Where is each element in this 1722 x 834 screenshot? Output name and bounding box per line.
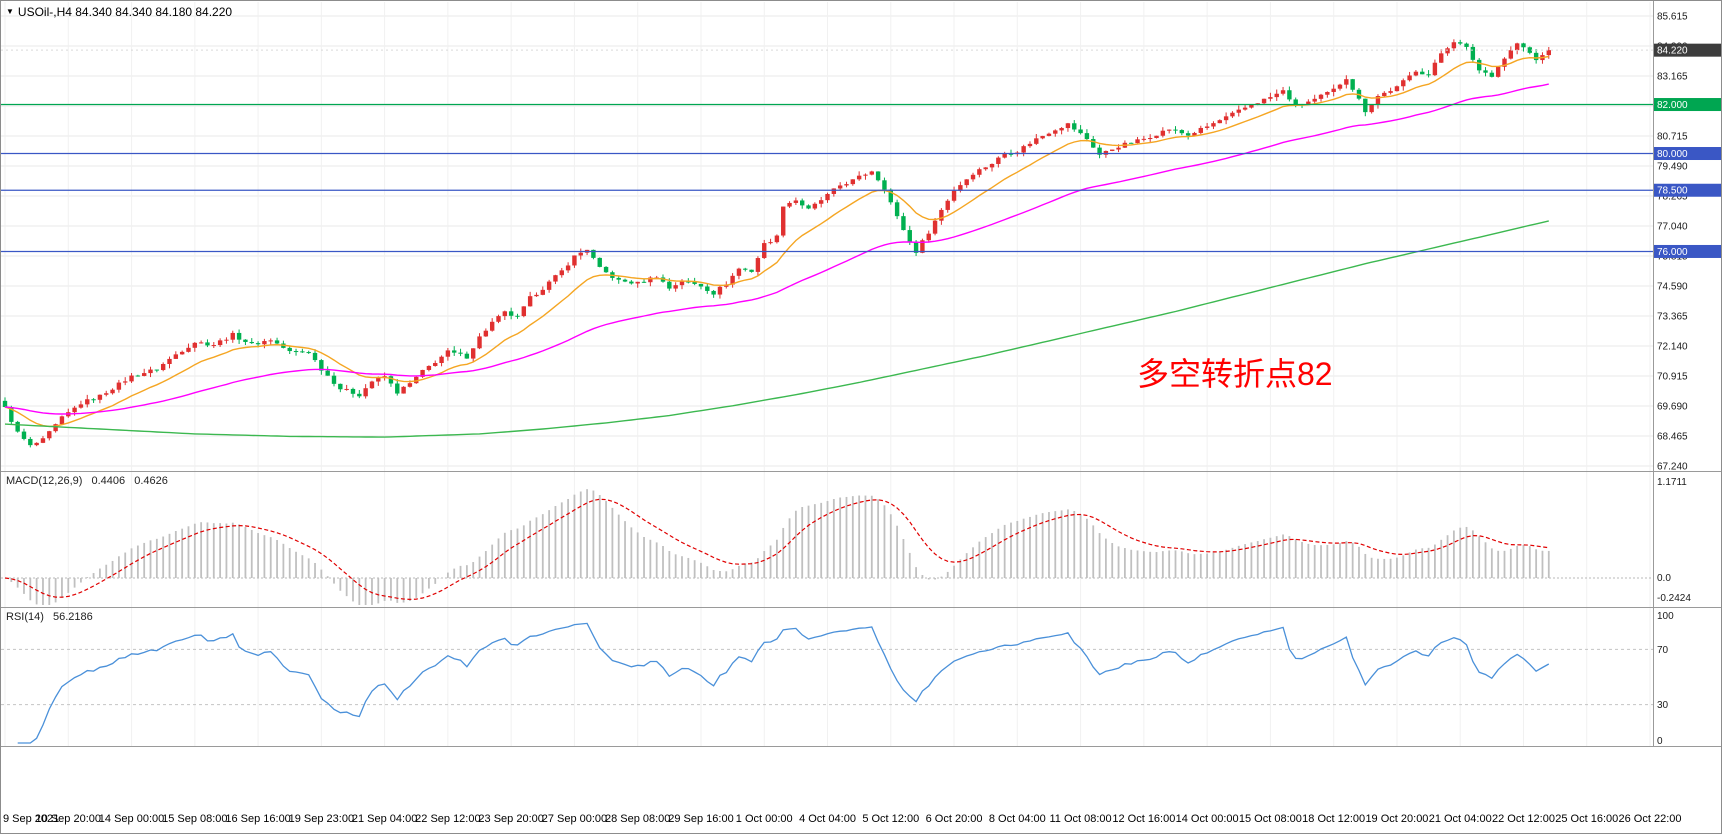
time-axis[interactable]: 9 Sep 2021 10 Sep 20:00 14 Sep 00:00 15 Sep… xyxy=(1,746,1721,833)
price-axis-label: 70.915 xyxy=(1657,372,1688,383)
price-axis-label: 68.465 xyxy=(1657,432,1688,443)
collapse-triangle-icon[interactable]: ▼ xyxy=(6,7,14,16)
current-price-badge-text: 84.220 xyxy=(1657,46,1688,57)
macd-indicator-name: MACD(12,26,9) xyxy=(6,475,83,487)
level-lines[interactable] xyxy=(1,49,1653,253)
time-axis-label: 19 Sep 23:00 xyxy=(288,813,355,825)
rsi-indicator-name: RSI(14) xyxy=(6,611,44,623)
time-axis-label: 1 Oct 00:00 xyxy=(735,813,793,825)
rsi-axis-label: 70 xyxy=(1657,645,1669,656)
ma-slow-line xyxy=(4,220,1549,438)
price-axis-label: 85.615 xyxy=(1657,12,1688,23)
time-axis-label: 15 Oct 08:00 xyxy=(1238,813,1302,825)
ma-medium-line xyxy=(4,83,1549,415)
level-badge-82.000[interactable] xyxy=(1654,98,1722,112)
time-axis-label: 14 Sep 00:00 xyxy=(98,813,165,825)
time-axis-label: 11 Oct 08:00 xyxy=(1049,813,1112,825)
price-axis-label: 80.715 xyxy=(1657,132,1688,143)
chart-title: ▼ USOil-,H4 84.340 84.340 84.180 84.220 xyxy=(6,5,232,19)
rsi-value: 56.2186 xyxy=(52,611,93,623)
ma-fast-line xyxy=(4,55,1549,428)
time-axis-label: 26 Oct 22:00 xyxy=(1618,813,1682,825)
price-axis-label: 74.590 xyxy=(1657,282,1688,293)
time-axis-label: 16 Sep 16:00 xyxy=(225,813,291,825)
rsi-line xyxy=(17,622,1550,744)
time-axis-label: 29 Sep 16:00 xyxy=(668,813,734,825)
level-badge-76.000-text: 76.000 xyxy=(1657,247,1688,258)
price-axis-label: 79.490 xyxy=(1657,162,1688,173)
macd-value-main: 0.4406 xyxy=(91,475,126,487)
chart-title-text: USOil-,H4 84.340 84.340 84.180 84.220 xyxy=(17,5,233,19)
annotation-text: 多空转折点82 xyxy=(1137,356,1333,392)
current-price-badge[interactable] xyxy=(1654,43,1722,57)
rsi-label: RSI(14) 56.2186 xyxy=(6,611,93,623)
moving-averages xyxy=(4,55,1549,438)
macd-axis-label: -0.2424 xyxy=(1657,593,1691,604)
time-axis-label: 14 Oct 00:00 xyxy=(1175,813,1239,825)
macd-panel[interactable]: 1.1711 0.0 -0.2424 xyxy=(1,477,1691,605)
time-axis-label: 22 Sep 12:00 xyxy=(415,813,481,825)
level-badge-76.000[interactable] xyxy=(1654,244,1722,258)
macd-histogram xyxy=(10,489,1550,605)
price-axis-label: 73.365 xyxy=(1657,312,1688,323)
time-axis-label: 6 Oct 20:00 xyxy=(925,813,983,825)
level-badge-82.000-text: 82.000 xyxy=(1657,100,1688,111)
level-badge-80.000[interactable] xyxy=(1654,147,1722,161)
time-axis-label: 8 Oct 04:00 xyxy=(988,813,1046,825)
macd-axis-label: 1.1711 xyxy=(1657,477,1687,488)
time-axis-label: 5 Oct 12:00 xyxy=(862,813,920,825)
price-axis-label: 69.690 xyxy=(1657,402,1688,413)
price-axis[interactable]: 85.61584.39083.16581.94080.71579.49078.2… xyxy=(1654,12,1722,473)
macd-value-signal: 0.4626 xyxy=(134,475,168,487)
time-axis-label: 4 Oct 04:00 xyxy=(799,813,856,825)
macd-signal-line xyxy=(4,498,1549,601)
time-axis-label: 12 Oct 16:00 xyxy=(1112,813,1176,825)
price-axis-label: 78.265 xyxy=(1657,192,1688,203)
time-axis-label: 21 Sep 04:00 xyxy=(351,813,418,825)
time-axis-label: 23 Sep 20:00 xyxy=(478,813,544,825)
time-axis-label: 21 Oct 04:00 xyxy=(1428,813,1492,825)
rsi-axis-label: 0 xyxy=(1657,736,1663,747)
time-axis-label: 25 Oct 16:00 xyxy=(1555,813,1619,825)
macd-axis-label: 0.0 xyxy=(1657,573,1671,584)
time-axis-label: 15 Sep 08:00 xyxy=(162,813,228,825)
candles[interactable] xyxy=(2,39,1551,448)
panel-dividers xyxy=(1,1,1721,747)
rsi-panel[interactable]: 100 70 30 0 xyxy=(1,611,1674,747)
rsi-axis-label: 30 xyxy=(1657,700,1669,711)
price-axis-label: 67.240 xyxy=(1657,462,1688,473)
price-axis-label: 77.040 xyxy=(1657,222,1688,233)
time-axis-label: 9 Sep 2021 xyxy=(3,813,60,825)
level-badge-78.500[interactable] xyxy=(1654,183,1722,197)
time-axis-label: 28 Sep 08:00 xyxy=(604,813,671,825)
time-axis-label: 10 Sep 20:00 xyxy=(35,813,101,825)
grid-lines xyxy=(1,2,1653,746)
time-axis-label: 19 Oct 20:00 xyxy=(1365,813,1429,825)
level-badge-80.000-text: 80.000 xyxy=(1657,149,1688,160)
price-axis-label: 83.165 xyxy=(1657,72,1688,83)
macd-label: MACD(12,26,9) 0.4406 0.4626 xyxy=(6,475,168,487)
rsi-axis-label: 100 xyxy=(1657,611,1674,622)
time-axis-label: 27 Sep 00:00 xyxy=(541,813,608,825)
level-badge-78.500-text: 78.500 xyxy=(1657,186,1688,197)
price-axis-label: 72.140 xyxy=(1657,342,1688,353)
time-axis-label: 18 Oct 12:00 xyxy=(1302,813,1366,825)
time-axis-label: 22 Oct 12:00 xyxy=(1491,813,1555,825)
